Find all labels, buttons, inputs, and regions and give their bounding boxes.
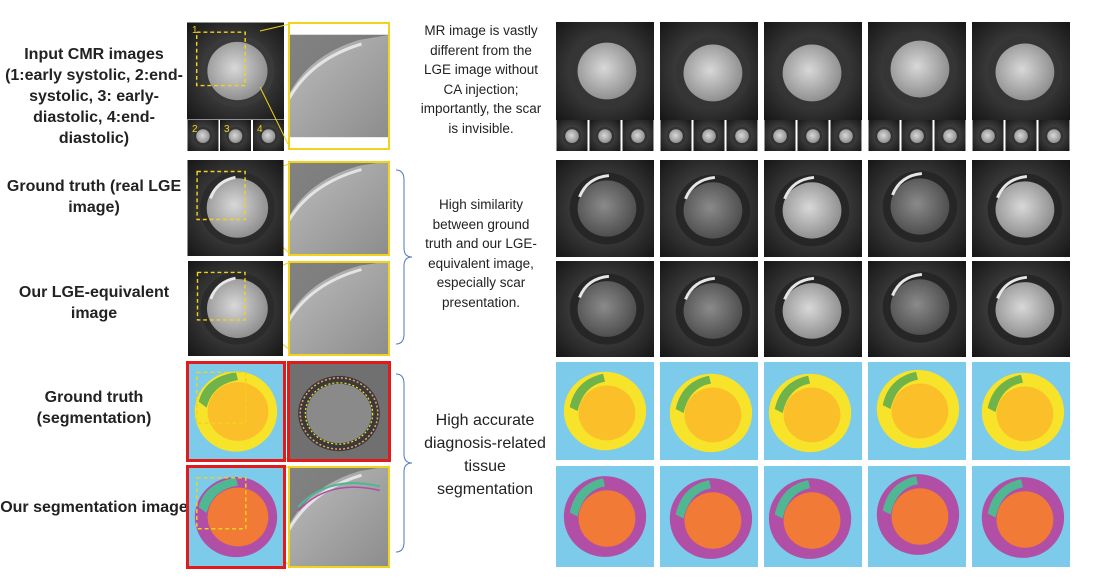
gt-lge-image [187,160,284,256]
gt-lge-case-5 [972,160,1070,257]
our-lge-case-2 [660,261,758,357]
input-phase-thumb-case-5-3 [1005,120,1037,151]
brace-lge [395,169,413,345]
our-lge-case-5 [972,261,1070,357]
gt-lge-case-3 [764,160,862,257]
gt-lge-zoom-image [288,161,390,256]
input-phase-thumb-case-4-3 [901,120,933,151]
our-seg-case-1 [556,466,654,567]
input-cmr-case-5 [972,22,1070,120]
our-lge-case-4 [868,261,966,357]
gt-seg-case-3 [764,362,862,460]
input-phase-thumb-case-1-4 [622,120,654,151]
input-phase-thumb-case-2-2 [660,120,692,151]
gt-seg-case-1 [556,362,654,460]
note-input-difference: MR image is vastly different from the LG… [420,23,542,136]
row-label-ground-truth-seg: Ground truth (segmentation) [36,389,152,427]
input-phase-thumb-case-2-3 [693,120,725,151]
phase-number-4: 4 [257,124,263,135]
gt-lge-case-2 [660,160,758,257]
row-label-our-seg: Our segmentation image [0,499,188,516]
row-label-ground-truth-lge: Ground truth (real LGE image) [6,178,182,216]
input-cmr-case-4 [868,22,966,120]
input-phase-thumb-case-2-4 [726,120,758,151]
gt-seg-case-5 [972,362,1070,460]
gt-seg-case-4 [868,362,966,460]
gt-seg-zoom-image [287,361,391,462]
input-zoom-image [288,22,390,150]
input-phase-thumb-case-3-3 [797,120,829,151]
phase-number-1: 1 [192,25,198,36]
input-phase-thumb-case-3-4 [830,120,862,151]
gt-seg-case-2 [660,362,758,460]
input-cmr-image [187,22,284,120]
our-seg-zoom-image [288,466,390,568]
our-lge-case-3 [764,261,862,357]
note-lge-similarity: High similarity between ground truth and… [425,197,537,310]
input-cmr-case-1 [556,22,654,120]
gt-seg-image [186,361,286,462]
row-label-our-lge: Our LGE-equivalent image [18,284,170,322]
our-lge-zoom-image [288,261,390,356]
input-phase-thumb-case-1-3 [589,120,621,151]
input-phase-thumb-case-1-2 [556,120,588,151]
phase-number-3: 3 [224,124,230,135]
our-seg-case-2 [660,466,758,567]
input-phase-thumb-case-5-2 [972,120,1004,151]
gt-lge-case-4 [868,160,966,257]
note-segmentation: High accurate diagnosis-related tissue s… [424,412,546,498]
input-phase-thumb-case-4-4 [934,120,966,151]
input-phase-thumb-case-5-4 [1038,120,1070,151]
our-seg-image [186,465,286,569]
input-cmr-case-2 [660,22,758,120]
phase-number-2: 2 [192,124,198,135]
input-cmr-case-3 [764,22,862,120]
our-seg-case-5 [972,466,1070,567]
input-phase-thumb-case-3-2 [764,120,796,151]
our-seg-case-3 [764,466,862,567]
gt-lge-case-1 [556,160,654,257]
brace-seg [395,373,413,553]
input-phase-thumb-case-4-2 [868,120,900,151]
our-lge-image [187,261,284,356]
our-seg-case-4 [868,466,966,567]
row-label-input: Input CMR images (1:early systolic, 2:en… [5,46,183,147]
our-lge-case-1 [556,261,654,357]
